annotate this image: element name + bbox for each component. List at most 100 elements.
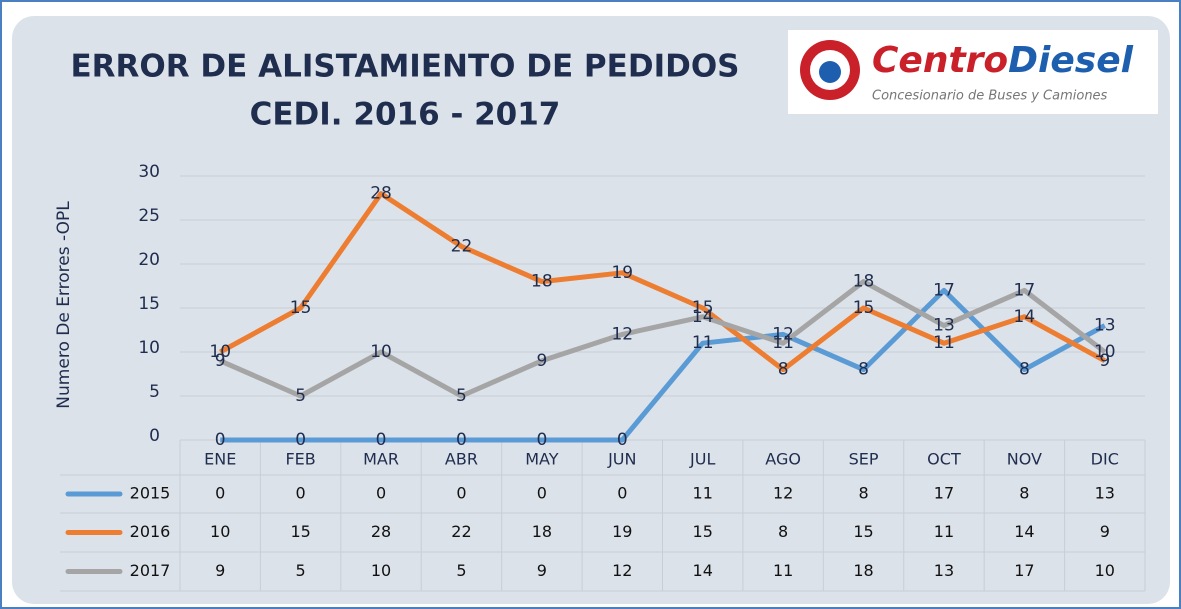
data-label: 0 [376,430,387,450]
data-label: 14 [692,307,714,327]
x-tick-label: AGO [765,450,801,469]
y-tick-label: 25 [138,206,160,226]
data-label: 14 [1014,307,1036,327]
table-cell: 9 [537,561,547,580]
data-label: 11 [772,333,794,353]
table-cell: 11 [693,484,713,503]
data-label: 17 [1014,280,1036,300]
data-label: 0 [456,430,467,450]
legend-label: 2015 [130,484,171,503]
table-cell: 0 [617,484,627,503]
table-cell: 15 [290,522,310,541]
data-label: 0 [536,430,547,450]
x-tick-label: JUN [607,450,636,469]
table-cell: 0 [376,484,386,503]
data-label: 22 [451,236,473,256]
table-cell: 8 [1019,484,1029,503]
data-label: 12 [772,324,794,344]
table-cell: 8 [778,522,788,541]
x-tick-label: OCT [927,450,961,469]
table-cell: 14 [1014,522,1034,541]
x-tick-label: FEB [285,450,315,469]
table-cell: 10 [210,522,230,541]
data-label: 28 [370,184,392,204]
data-label: 19 [611,263,633,283]
x-tick-label: JUL [689,450,715,469]
x-tick-label: SEP [849,450,879,469]
table-cell: 8 [858,484,868,503]
table-cell: 28 [371,522,391,541]
x-tick-label: ENE [204,450,236,469]
data-label: 11 [933,333,955,353]
data-label: 0 [617,430,628,450]
table-cell: 19 [612,522,632,541]
table-cell: 15 [693,522,713,541]
y-tick-label: 30 [138,162,160,182]
logo-brand-second: Diesel [1008,40,1133,81]
y-tick-label: 20 [138,250,160,270]
table-cell: 11 [773,561,793,580]
table-cell: 5 [296,561,306,580]
table-cell: 10 [1095,561,1115,580]
table-cell: 10 [371,561,391,580]
table-cell: 0 [456,484,466,503]
data-label: 15 [853,298,875,318]
table-cell: 18 [853,561,873,580]
legend-label: 2017 [130,561,171,580]
table-cell: 0 [215,484,225,503]
legend-label: 2016 [130,522,171,541]
data-label: 13 [1094,316,1116,336]
data-label: 10 [370,342,392,362]
table-cell: 5 [456,561,466,580]
series-line [219,279,1107,399]
y-tick-label: 15 [138,294,160,314]
table-cell: 0 [296,484,306,503]
table-cell: 17 [1014,561,1034,580]
table-cell: 13 [934,561,954,580]
logo: CentroDiesel Concesionario de Buses y Ca… [788,30,1158,114]
logo-drop [819,61,841,83]
table-cell: 0 [537,484,547,503]
table-cell: 9 [215,561,225,580]
data-label: 5 [295,386,306,406]
data-label: 17 [933,280,955,300]
data-label: 10 [1094,342,1116,362]
table-cell: 22 [451,522,471,541]
table-cell: 12 [612,561,632,580]
x-tick-label: DIC [1091,450,1119,469]
x-tick-label: ABR [445,450,478,469]
series-line [219,191,1106,373]
data-label: 8 [1019,360,1030,380]
data-label: 9 [1099,351,1110,371]
data-label: 18 [853,272,875,292]
table-cell: 12 [773,484,793,503]
table-cell: 18 [532,522,552,541]
logo-brand-first: Centro [872,40,1008,81]
data-label: 5 [456,386,467,406]
table-cell: 9 [1100,522,1110,541]
data-label: 15 [290,298,312,318]
data-label: 11 [692,333,714,353]
x-tick-label: MAR [363,450,399,469]
logo-tagline: Concesionario de Buses y Camiones [872,89,1108,104]
y-tick-label: 5 [149,382,160,402]
table-cell: 13 [1095,484,1115,503]
data-label: 8 [778,360,789,380]
data-label: 12 [611,324,633,344]
series-line [220,287,1106,443]
table-cell: 14 [693,561,713,580]
x-tick-label: NOV [1007,450,1042,469]
data-label: 10 [209,342,231,362]
y-axis-label: Numero De Errores -OPL [54,201,74,409]
y-tick-label: 10 [138,338,160,358]
table-cell: 17 [934,484,954,503]
data-label: 15 [692,298,714,318]
table-cell: 15 [853,522,873,541]
y-tick-label: 0 [149,426,160,446]
logo-brand: CentroDiesel [872,40,1134,81]
chart-title: ERROR DE ALISTAMIENTO DE PEDIDOS [70,49,739,85]
data-label: 18 [531,272,553,292]
data-label: 13 [933,316,955,336]
data-label: 0 [215,430,226,450]
